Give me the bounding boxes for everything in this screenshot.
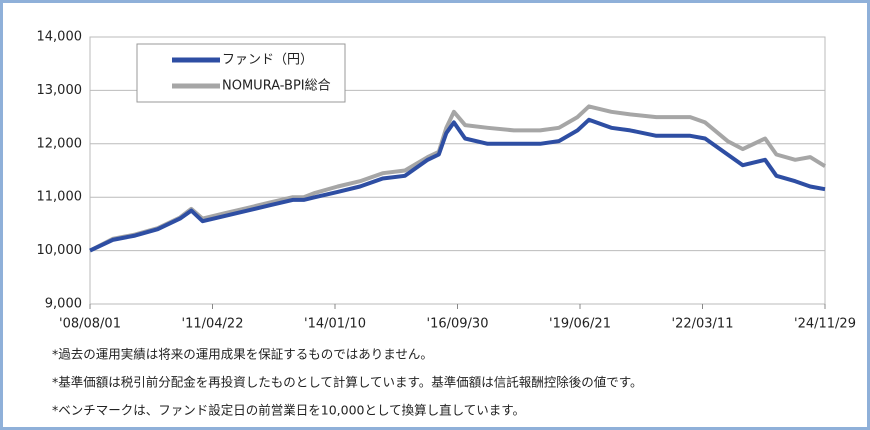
legend-label: ファンド（円） xyxy=(222,53,313,68)
x-tick-label: '22/03/11 xyxy=(672,317,734,332)
footnote: *過去の運用実績は将来の運用成果を保証するものではありません。 xyxy=(52,347,433,362)
series-line xyxy=(89,117,826,253)
x-tick-label: '08/08/01 xyxy=(59,317,121,332)
footnote: *基準価額は税引前分配金を再投資したものとして計算しています。基準価額は信託報酬… xyxy=(52,375,643,390)
x-tick-label: '14/01/10 xyxy=(304,317,366,332)
y-tick-label: 12,000 xyxy=(37,136,83,151)
series-line xyxy=(89,104,827,253)
footnote: *ベンチマークは、ファンド設定日の前営業日を10,000として換算し直しています… xyxy=(52,403,525,418)
x-tick-label: '24/11/29 xyxy=(794,317,856,332)
legend-label: NOMURA-BPI総合 xyxy=(222,79,331,94)
x-tick-label: '16/09/30 xyxy=(427,317,489,332)
legend-box xyxy=(136,43,346,103)
y-tick-label: 9,000 xyxy=(45,297,82,312)
y-tick-label: 10,000 xyxy=(37,243,83,258)
y-tick-label: 13,000 xyxy=(37,83,83,98)
x-tick-label: '11/04/22 xyxy=(182,317,244,332)
y-tick-label: 14,000 xyxy=(37,30,83,45)
y-tick-label: 11,000 xyxy=(37,190,83,205)
x-tick-label: '19/06/21 xyxy=(549,317,611,332)
